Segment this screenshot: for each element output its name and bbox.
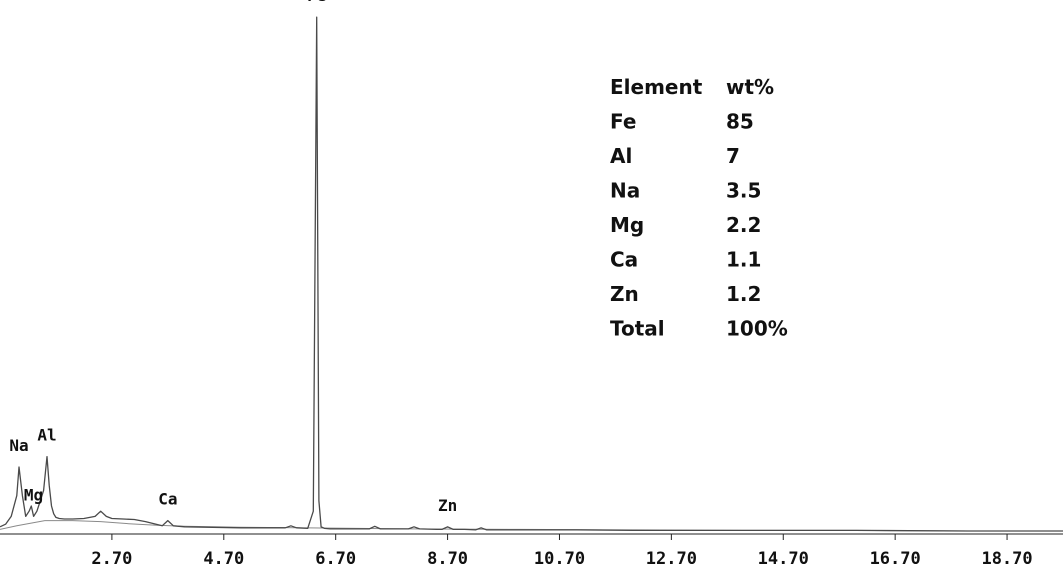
- table-cell-element: Fe: [610, 110, 636, 134]
- composition-table: Element wt% Fe 85 Al 7 Na 3.5 Mg 2.2 Ca 1.1 Zn 1.2 Tot…: [610, 75, 788, 341]
- peak-label-ca: Ca: [158, 490, 177, 509]
- peak-label-mg: Mg: [24, 485, 43, 504]
- table-cell-element: Al: [610, 144, 632, 168]
- x-tick-label: 14.70: [758, 549, 809, 569]
- peak-label-na: Na: [9, 436, 28, 455]
- x-tick-label: 6.70: [315, 549, 356, 569]
- table-cell-wt: 1.1: [726, 248, 761, 272]
- table-cell-wt: 7: [726, 144, 740, 168]
- table-cell-element: Ca: [610, 248, 638, 272]
- x-tick-label: 4.70: [203, 549, 244, 569]
- spectrum-line-1: [0, 16, 1063, 532]
- table-header-wt: wt%: [726, 75, 774, 99]
- table-cell-wt: 3.5: [726, 179, 761, 203]
- table-cell-wt: 2.2: [726, 213, 761, 237]
- x-tick-label: 16.70: [870, 549, 921, 569]
- table-header-element: Element: [610, 75, 703, 99]
- table-cell-element: Total: [610, 317, 665, 341]
- table-cell-element: Na: [610, 179, 640, 203]
- peak-label-zn: Zn: [438, 496, 457, 515]
- table-cell-wt: 100%: [726, 317, 788, 341]
- x-tick-label: 18.70: [981, 549, 1032, 569]
- plot-area: [0, 16, 1063, 532]
- x-tick-label: 10.70: [534, 549, 585, 569]
- peak-label-al: Al: [37, 426, 56, 445]
- x-axis: 2.70 4.70 6.70 8.70 10.70 12.70 14.70 16.70 18.7…: [0, 533, 1063, 569]
- x-tick-label: 2.70: [91, 549, 132, 569]
- table-cell-element: Zn: [610, 282, 639, 306]
- table-cell-wt: 85: [726, 110, 754, 134]
- table-cell-element: Mg: [610, 213, 644, 237]
- x-tick-label: 12.70: [646, 549, 697, 569]
- peak-label-fe: Fe: [307, 0, 326, 5]
- peak-labels: Na Mg Al Ca Fe Zn: [9, 0, 457, 515]
- x-tick-label: 8.70: [427, 549, 468, 569]
- spectrum-series-layer: [0, 16, 1063, 532]
- table-cell-wt: 1.2: [726, 282, 761, 306]
